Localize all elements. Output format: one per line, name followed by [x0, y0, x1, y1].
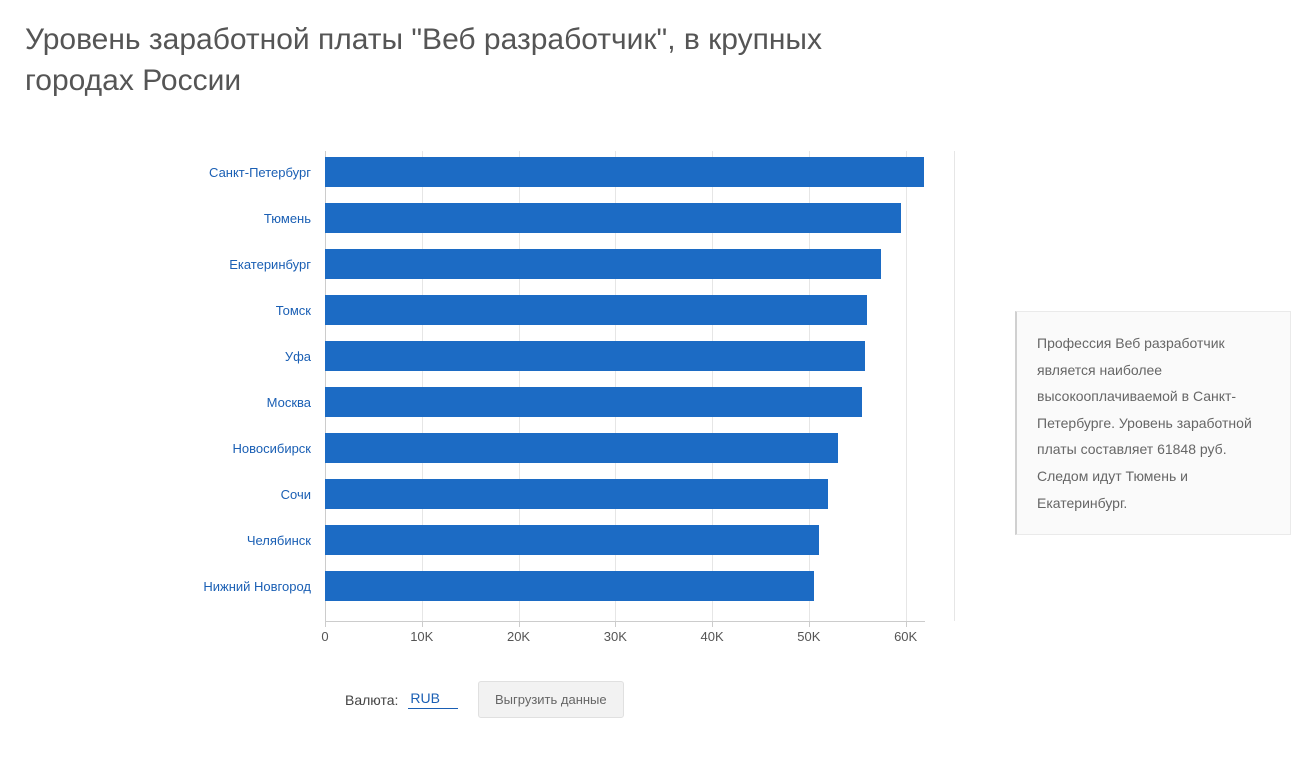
- x-tick-mark: [519, 621, 520, 627]
- bar-row: Тюмень: [325, 203, 925, 233]
- chart-block: Санкт-Петербург Тюмень Екатеринбург Томск Уф…: [25, 151, 985, 718]
- export-button[interactable]: Выгрузить данные: [478, 681, 624, 718]
- main-row: Санкт-Петербург Тюмень Екатеринбург Томск Уф…: [25, 151, 1291, 718]
- x-tick-mark: [325, 621, 326, 627]
- salary-chart: Санкт-Петербург Тюмень Екатеринбург Томск Уф…: [175, 151, 985, 661]
- x-tick-label: 10K: [410, 629, 433, 644]
- currency-selector: Валюта: RUB: [345, 690, 458, 709]
- bar-row: Сочи: [325, 479, 925, 509]
- bar-label: Уфа: [285, 349, 325, 364]
- bar[interactable]: [325, 157, 924, 187]
- bar[interactable]: [325, 295, 867, 325]
- currency-link[interactable]: RUB: [408, 690, 458, 709]
- bar-row: Новосибирск: [325, 433, 925, 463]
- currency-label: Валюта:: [345, 692, 398, 708]
- x-tick-label: 0: [321, 629, 328, 644]
- chart-right-separator: [954, 151, 955, 621]
- bar-label: Тюмень: [264, 211, 325, 226]
- bar[interactable]: [325, 479, 828, 509]
- x-tick-mark: [615, 621, 616, 627]
- bar-row: Екатеринбург: [325, 249, 925, 279]
- bar-label: Москва: [267, 395, 325, 410]
- bar-label: Новосибирск: [233, 441, 326, 456]
- bar[interactable]: [325, 249, 881, 279]
- bar[interactable]: [325, 341, 865, 371]
- bar[interactable]: [325, 571, 814, 601]
- bar[interactable]: [325, 433, 838, 463]
- x-tick-label: 20K: [507, 629, 530, 644]
- chart-plot: Санкт-Петербург Тюмень Екатеринбург Томск Уф…: [325, 151, 925, 621]
- chart-controls: Валюта: RUB Выгрузить данные: [345, 681, 985, 718]
- bar[interactable]: [325, 203, 901, 233]
- bar-label: Сочи: [281, 487, 325, 502]
- x-tick-label: 50K: [797, 629, 820, 644]
- x-tick-label: 40K: [701, 629, 724, 644]
- bar-label: Екатеринбург: [229, 257, 325, 272]
- bar-label: Томск: [276, 303, 325, 318]
- bar-row: Санкт-Петербург: [325, 157, 925, 187]
- bar-row: Москва: [325, 387, 925, 417]
- bar-row: Нижний Новгород: [325, 571, 925, 601]
- bar-label: Челябинск: [247, 533, 325, 548]
- x-tick-mark: [809, 621, 810, 627]
- bar[interactable]: [325, 525, 819, 555]
- bar-label: Нижний Новгород: [203, 579, 325, 594]
- x-axis: 010K20K30K40K50K60K: [325, 621, 925, 661]
- x-axis-line: [325, 621, 925, 622]
- bar-label: Санкт-Петербург: [209, 165, 325, 180]
- bar[interactable]: [325, 387, 862, 417]
- x-tick-mark: [422, 621, 423, 627]
- x-tick-mark: [906, 621, 907, 627]
- page-title: Уровень заработной платы "Веб разработчи…: [25, 20, 825, 101]
- bar-row: Томск: [325, 295, 925, 325]
- info-card: Профессия Веб разработчик является наибо…: [1015, 311, 1291, 535]
- bar-row: Челябинск: [325, 525, 925, 555]
- x-tick-label: 60K: [894, 629, 917, 644]
- x-tick-label: 30K: [604, 629, 627, 644]
- x-tick-mark: [712, 621, 713, 627]
- bar-row: Уфа: [325, 341, 925, 371]
